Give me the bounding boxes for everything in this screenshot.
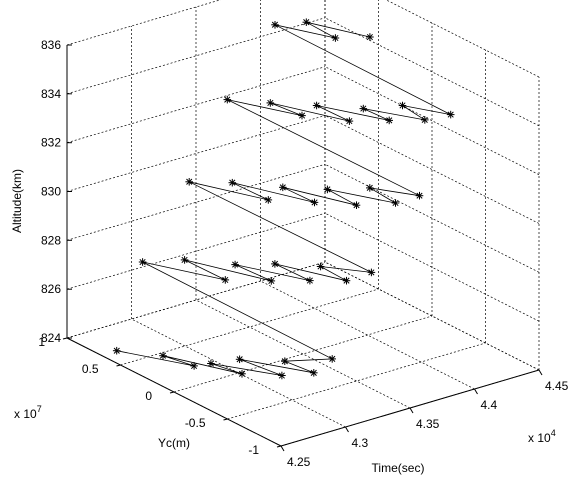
data-point-marker [185,178,193,186]
y-axis-label: Yc(m) [158,436,190,450]
data-point-marker [352,201,361,209]
y-tick-mark [223,418,228,421]
data-point-marker [398,101,407,110]
grid-line-z-back-wall [66,163,326,241]
z-tick-label: 826 [41,282,61,296]
data-point-marker [264,196,273,204]
data-point-marker [367,268,376,277]
grid-line-x-floor [195,299,411,409]
z-tick-label: 832 [41,136,61,150]
z-tick-label: 824 [41,331,61,345]
x-tick-label: 4.45 [545,379,569,393]
data-point-marker [446,110,455,119]
data-point-marker [331,34,340,42]
data-point-marker [306,276,314,285]
data-point-marker [235,355,244,364]
data-point-marker [190,362,198,370]
data-point-marker [271,21,279,29]
data-point-marker [298,111,306,120]
grid-line-y-floor [173,315,433,393]
data-point-marker [271,260,279,268]
data-point-marker [328,355,336,363]
y-tick-label: 0 [145,389,152,403]
data-point-marker [302,18,311,26]
data-point-marker [323,185,332,194]
grid-line-z-back-wall [66,212,326,290]
y-tick-label: -1 [248,443,259,457]
x-axis-label: Time(sec) [372,461,425,475]
data-point-marker [159,351,167,360]
data-point-marker [221,276,230,284]
data-point-marker [278,371,286,380]
z-tick-label: 834 [41,87,61,101]
data-series [112,18,455,380]
data-point-marker [267,277,276,285]
data-point-marker [207,359,215,368]
x-tick-label: 4.4 [481,398,498,412]
y-axis-multiplier: x 107 [14,404,42,421]
x-tick-mark [409,407,414,414]
y-tick-mark [169,391,175,394]
data-point-marker [342,276,351,285]
z-tick-label: 836 [41,38,61,52]
data-point-marker [231,260,239,269]
tick-labels: 824 826 828 830 832 834 836 -1 -0.5 0 0.5 1 4.25 4.3 4… [38,38,568,469]
x-tick-label: 4.35 [416,417,440,431]
data-point-marker [385,116,393,125]
y-tick-label: 0.5 [82,362,99,376]
x-multiplier-base: x 10 [528,431,551,445]
x-axis-multiplier: x 104 [528,428,556,445]
data-point-marker [366,184,374,192]
y-tick-label: -0.5 [185,416,206,430]
x-tick-mark [538,369,543,376]
data-point-marker [366,33,374,41]
z-axis-label: Altitude(km) [10,169,24,233]
data-point-marker [316,262,325,271]
z-tick-label: 828 [41,233,61,247]
x-tick-mark [474,388,478,395]
data-point-marker [312,101,321,110]
x-multiplier-exponent: 4 [551,428,556,438]
data-point-marker [180,256,189,264]
data-point-marker [345,117,354,125]
grid-line-z-back-wall [66,115,326,192]
z-tick-label: 830 [41,185,61,199]
data-point-marker [238,370,246,378]
x-tick-label: 4.25 [287,455,311,469]
x-tick-mark [345,426,349,433]
grid-lines [66,0,540,447]
x-tick-mark [280,445,285,452]
grid-line-z-back-wall [66,66,326,144]
y-tick-mark [116,364,121,367]
data-point-marker [391,199,400,207]
y-tick-mark [62,337,68,340]
grid-line-y-floor [120,288,379,366]
axes-frame [62,44,543,452]
y-tick-mark [276,445,282,448]
grid-line-y-floor [227,342,486,420]
data-point-marker [415,191,424,200]
data-point-marker [138,258,147,266]
data-point-marker [112,346,121,355]
grid-line-z-back-wall [66,0,222,46]
data-point-marker [359,104,368,113]
data-point-marker [228,178,237,187]
grid-line-z-back-wall [66,17,326,95]
data-point-marker [281,357,289,365]
y-multiplier-base: x 10 [14,407,37,421]
data-point-marker [266,99,275,107]
series-line [116,21,451,376]
data-point-marker [421,116,429,124]
y-tick-label: 1 [38,335,45,349]
x-tick-label: 4.3 [352,436,369,450]
y-multiplier-exponent: 7 [37,404,42,414]
data-point-marker [310,198,319,207]
data-point-marker [310,369,318,377]
data-point-marker [223,95,232,104]
data-point-marker [279,183,287,192]
